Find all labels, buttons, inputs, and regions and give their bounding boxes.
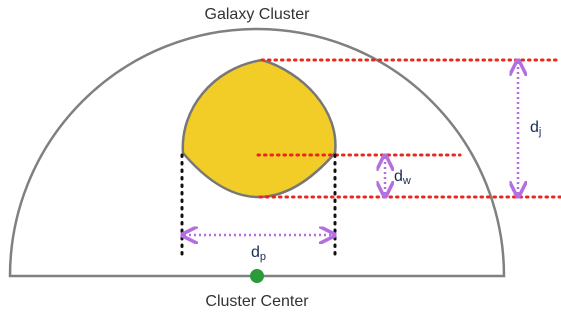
dim-label: dp: [251, 244, 266, 263]
diagram: Galaxy Cluster Cluster Center dj dw dp: [0, 0, 561, 314]
center-label: Cluster Center: [205, 293, 309, 310]
title: Galaxy Cluster: [205, 6, 311, 23]
center-dot: [250, 269, 264, 283]
dim-label: dw: [394, 168, 411, 187]
bubble: [183, 60, 336, 197]
dim-label: dj: [530, 119, 541, 138]
